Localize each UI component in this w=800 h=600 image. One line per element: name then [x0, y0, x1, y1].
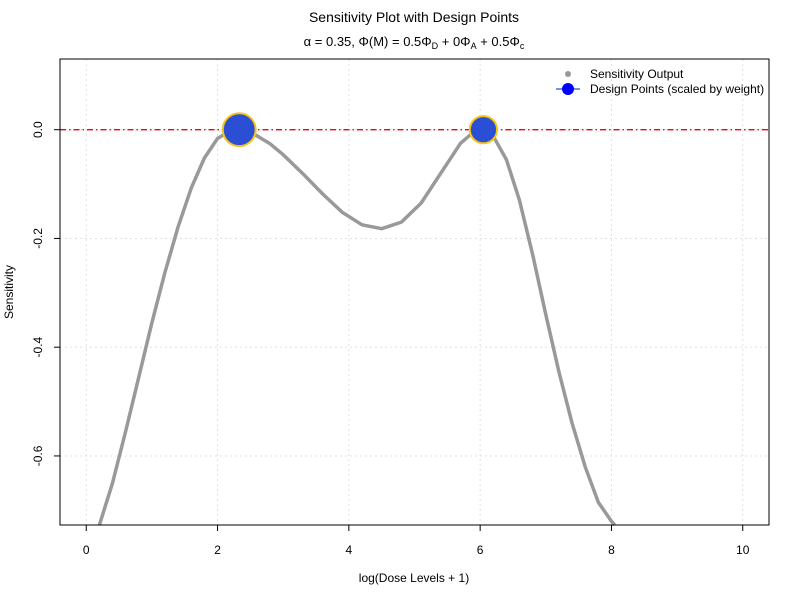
- x-axis: 0 2 4 6 8 10: [83, 525, 750, 557]
- subtitle-sub-c: c: [520, 41, 525, 51]
- subtitle-plus-half: + 0.5Φ: [477, 34, 520, 49]
- design-point: [468, 115, 499, 145]
- design-points: [221, 112, 499, 148]
- plot-frame: [59, 58, 770, 526]
- x-tick-label: 4: [346, 543, 353, 557]
- x-tick-label: 2: [214, 543, 221, 557]
- legend-label-sensitivity: Sensitivity Output: [590, 67, 684, 81]
- y-tick-label: -0.2: [31, 228, 45, 249]
- y-tick-label: -0.6: [31, 445, 45, 466]
- subtitle-sub-a: A: [471, 41, 477, 51]
- x-tick-label: 6: [477, 543, 484, 557]
- design-point: [221, 112, 257, 148]
- legend-label-design: Design Points (scaled by weight): [590, 82, 764, 96]
- subtitle-plus-zero: + 0Φ: [438, 34, 470, 49]
- subtitle-sub-d: D: [432, 41, 439, 51]
- x-tick-label: 10: [736, 543, 750, 557]
- subtitle-phi-m: Φ(M) = 0.5Φ: [359, 34, 432, 49]
- chart-title: Sensitivity Plot with Design Points: [309, 9, 519, 25]
- legend: Sensitivity Output Design Points (scaled…: [556, 67, 764, 96]
- x-tick-label: 8: [608, 543, 615, 557]
- y-tick-label: -0.4: [31, 337, 45, 358]
- chart-subtitle: α = 0.35, Φ(M) = 0.5ΦD + 0ΦA + 0.5Φc: [304, 34, 525, 51]
- x-tick-label: 0: [83, 543, 90, 557]
- legend-marker-sensitivity: [565, 71, 571, 77]
- y-axis-label: Sensitivity: [2, 265, 16, 319]
- subtitle-alpha: α = 0.35,: [304, 34, 359, 49]
- sensitivity-curve: [97, 127, 617, 527]
- y-axis: 0.0 -0.2 -0.4 -0.6: [31, 121, 60, 466]
- y-tick-label: 0.0: [31, 121, 45, 138]
- x-axis-label: log(Dose Levels + 1): [359, 571, 469, 585]
- legend-marker-design: [562, 83, 574, 95]
